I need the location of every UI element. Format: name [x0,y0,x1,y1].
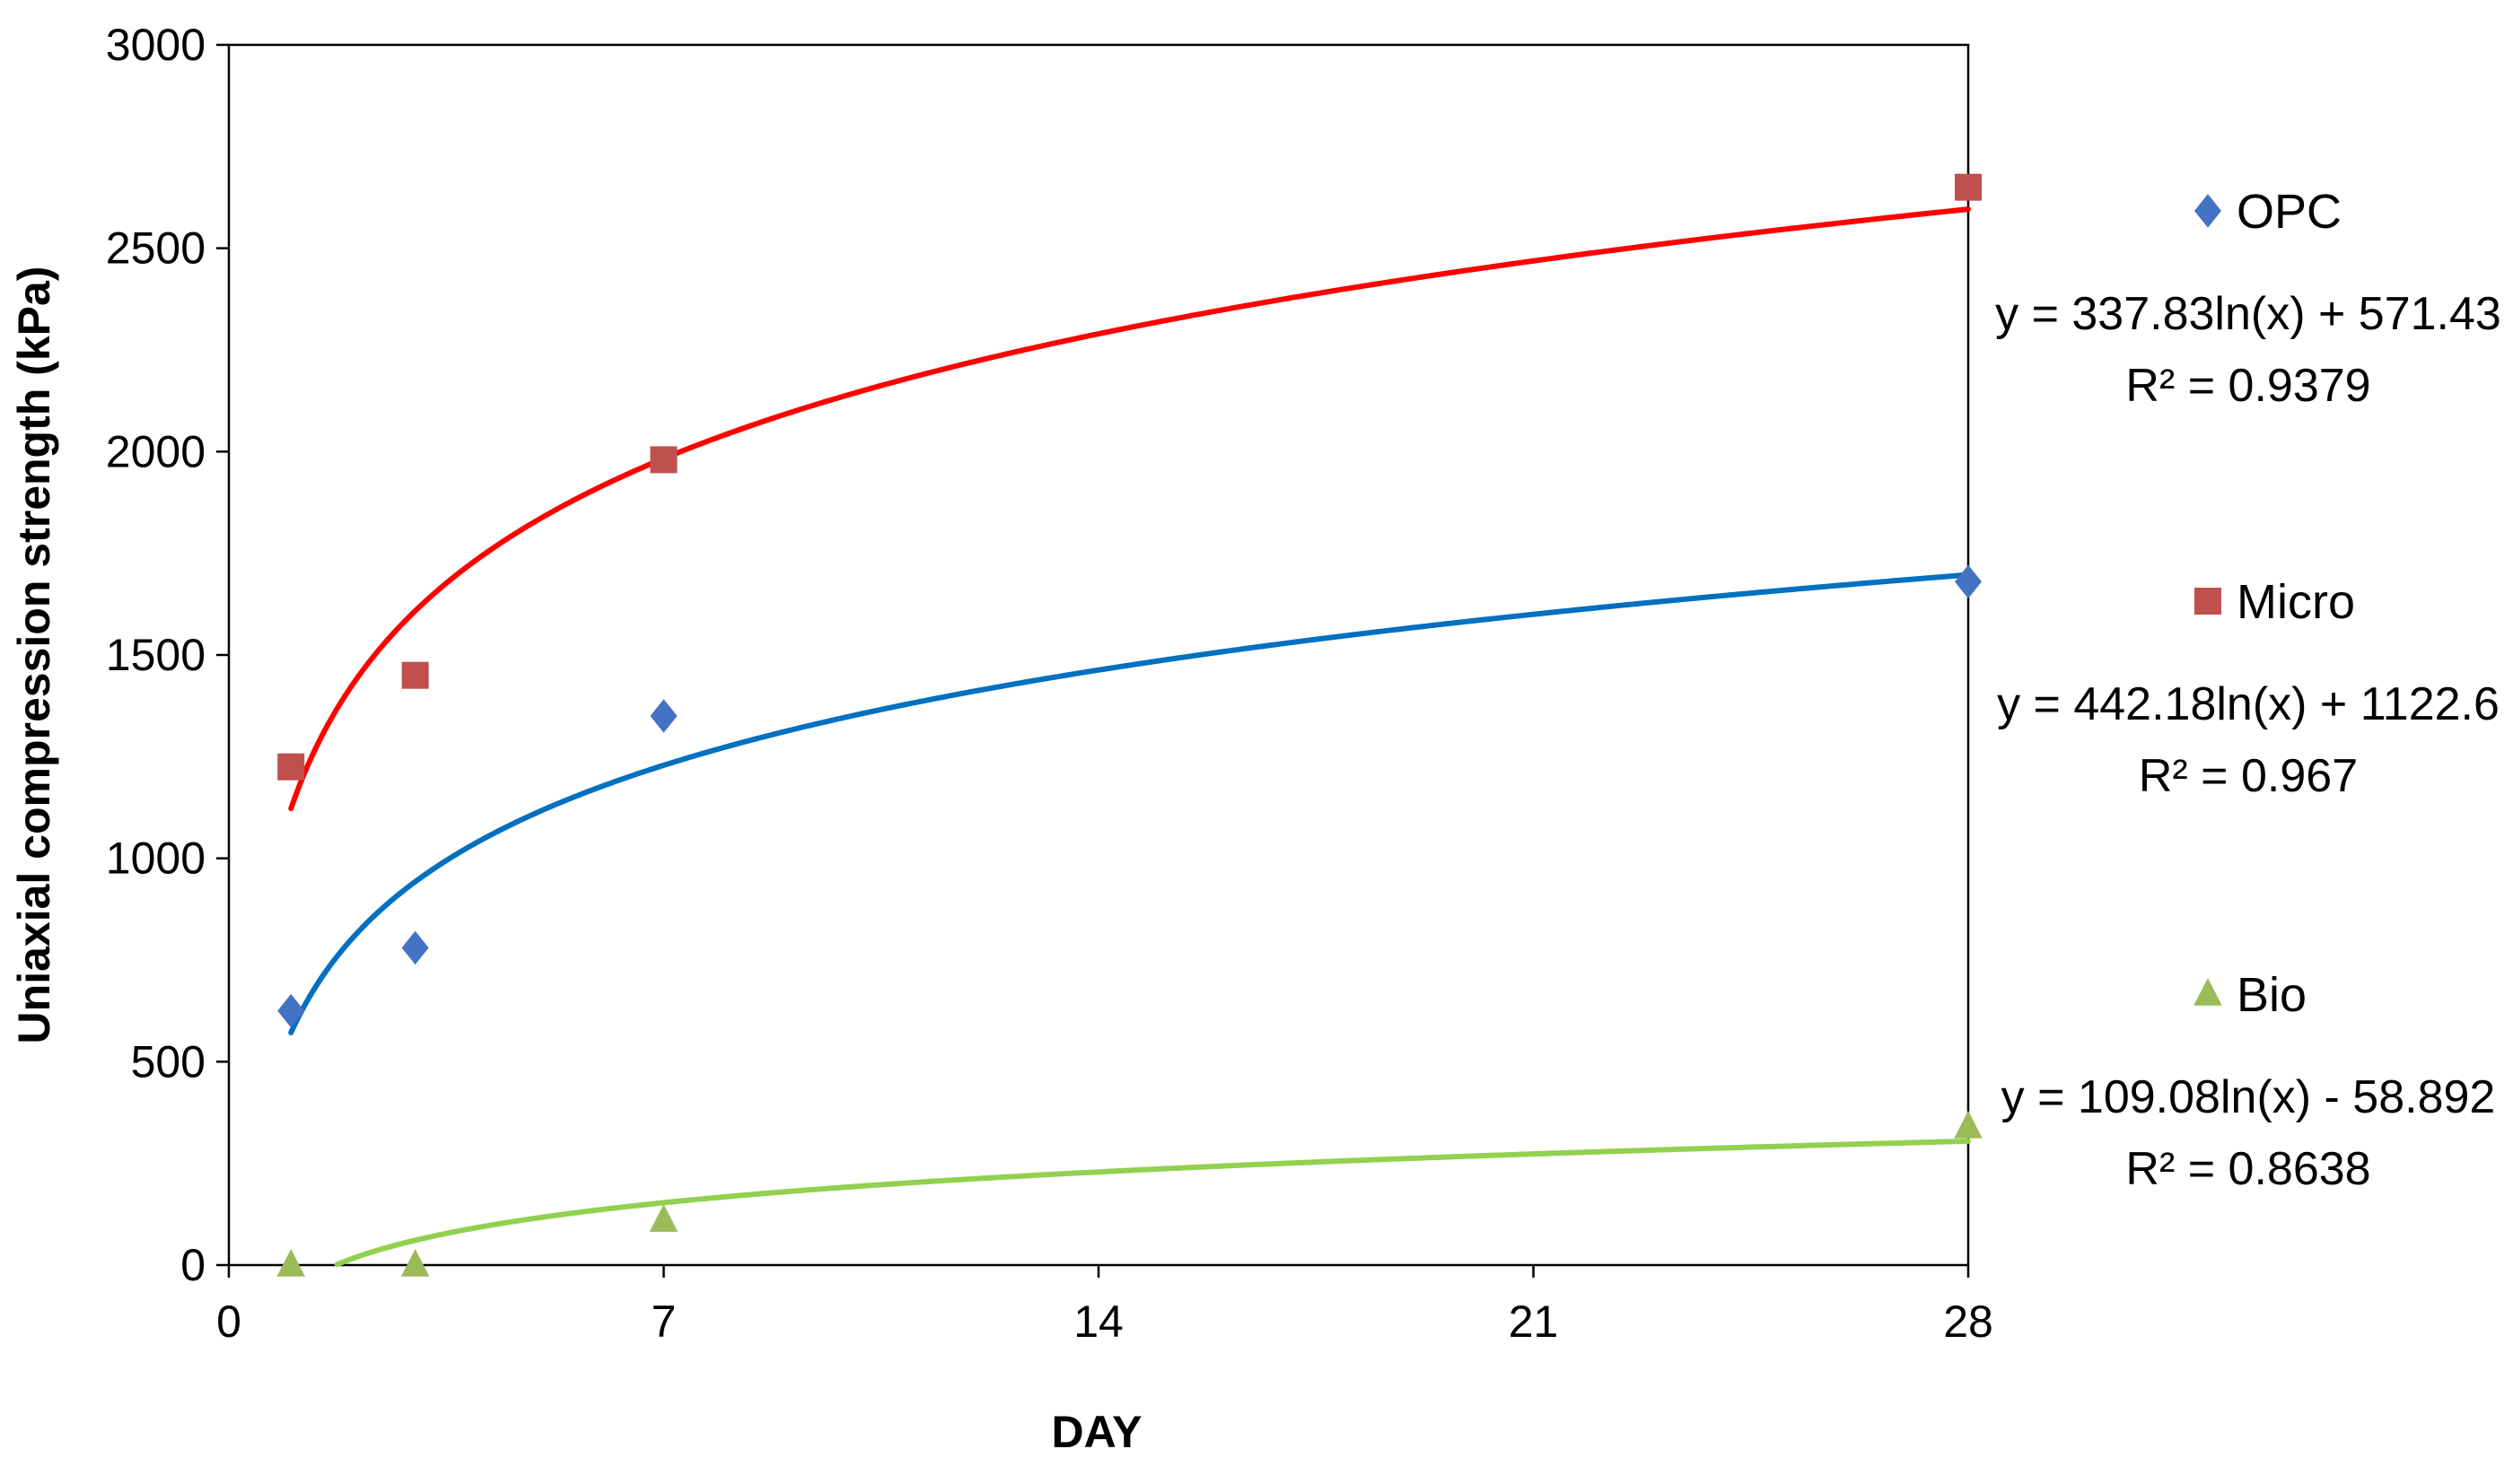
y-tick-label: 2500 [106,223,206,274]
data-point-opc [277,993,305,1028]
data-point-opc [1955,564,1982,599]
data-point-micro [277,753,305,781]
trend-equation-micro: y = 442.18ln(x) + 1122.6 [1997,678,2500,730]
trendlines [288,206,1971,1268]
legend-marker-opc [2194,194,2221,228]
x-axis-ticks: 0 7 14 21 28 [216,1265,1993,1347]
legend-marker-bio [2193,978,2222,1006]
data-point-micro [650,446,678,474]
trend-r2-bio: R² = 0.8638 [2125,1143,2370,1195]
trend-r2-opc: R² = 0.9379 [2125,360,2370,412]
data-point-bio [276,1249,305,1277]
data-markers [276,173,1983,1277]
x-tick-label: 7 [652,1296,677,1347]
trend-equation-opc: y = 337.83ln(x) + 571.43 [1995,288,2501,340]
data-point-opc [650,699,678,733]
legend-label-bio: Bio [2237,968,2307,1022]
legend-label-opc: OPC [2237,185,2342,239]
data-point-opc [401,930,429,965]
trend-r2-micro: R² = 0.967 [2139,750,2358,802]
y-tick-label: 2000 [106,426,206,476]
y-tick-label: 3000 [106,20,206,70]
data-point-bio [1954,1110,1983,1139]
x-tick-label: 21 [1509,1296,1559,1347]
data-point-micro [1955,173,1982,201]
x-tick-label: 0 [216,1296,241,1347]
plot-area [227,43,1970,1267]
legend-label-micro: Micro [2237,575,2355,629]
data-point-bio [400,1249,430,1277]
x-tick-label: 28 [1943,1296,1993,1347]
legend: OPC y = 337.83ln(x) + 571.43 R² = 0.9379 Mi… [1995,185,2501,1195]
y-axis-title: Uniaxial compression strength (kPa) [9,266,59,1044]
y-tick-label: 1000 [106,834,206,884]
legend-marker-micro [2194,588,2221,615]
data-point-bio [649,1204,679,1232]
trendline-opc [288,572,1971,1035]
trendline-micro [288,206,1971,812]
trend-equation-bio: y = 109.08ln(x) - 58.892 [2001,1071,2496,1123]
y-axis-ticks: 0 500 1000 1500 2000 2500 3000 [106,20,229,1290]
data-point-micro [401,661,429,689]
x-tick-label: 14 [1073,1296,1124,1347]
y-tick-label: 500 [131,1036,206,1087]
trendline-bio [334,1138,1971,1268]
y-tick-label: 0 [180,1240,206,1290]
y-tick-label: 1500 [106,630,206,680]
x-axis-title: DAY [1052,1407,1143,1457]
